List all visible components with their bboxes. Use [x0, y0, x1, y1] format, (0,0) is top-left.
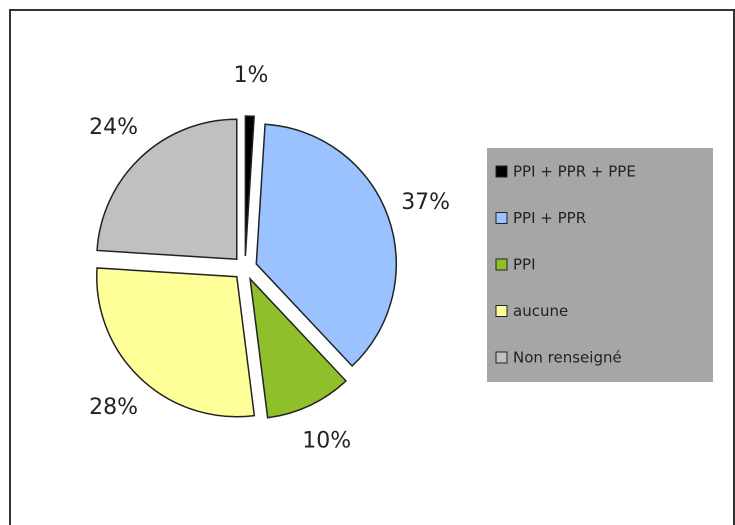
data-label: 1% [234, 63, 269, 88]
legend-label: Non renseigné [513, 349, 622, 367]
data-label: 37% [401, 190, 450, 215]
legend-swatch [495, 305, 508, 317]
legend-label: PPI + PPR [513, 209, 586, 227]
pie-slice [96, 267, 256, 418]
pie-slice [249, 276, 348, 419]
data-label: 28% [89, 395, 138, 420]
data-label: 24% [89, 115, 138, 140]
legend-swatch [495, 165, 508, 178]
legend-swatch [495, 351, 508, 364]
data-label: 10% [302, 429, 351, 454]
pie-slice [96, 118, 238, 261]
pie-slice [244, 115, 255, 257]
legend-swatch [495, 212, 508, 224]
legend-label: aucune [513, 302, 568, 320]
legend-label: PPI + PPR + PPE [513, 163, 636, 181]
legend-label: PPI [513, 256, 536, 274]
legend-box [487, 148, 713, 382]
legend-swatch [495, 258, 508, 271]
pie-slice [255, 123, 398, 368]
